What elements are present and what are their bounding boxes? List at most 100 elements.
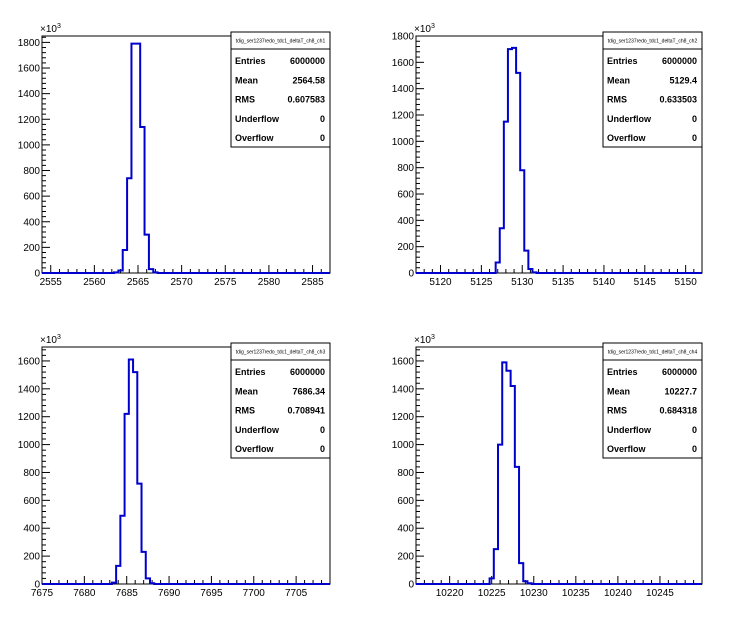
- stats-value: 7686.34: [292, 386, 325, 396]
- x-tick-label: 5130: [511, 277, 534, 288]
- y-tick-label: 1000: [392, 137, 415, 148]
- histogram-panel-3: 0 200 400 600 800 1000 1200 1400 1600 7675 7680 768…: [18, 334, 331, 599]
- stats-label: Mean: [607, 75, 630, 85]
- x-tick-label: 2560: [83, 277, 106, 288]
- histogram-bin: [504, 122, 508, 273]
- y-tick-label: 200: [397, 242, 414, 253]
- x-tick-label: 5150: [675, 277, 698, 288]
- histogram-bin: [490, 578, 494, 584]
- histogram-bin: [502, 362, 506, 584]
- stats-value: 0: [692, 444, 697, 454]
- y-tick-label: 1600: [18, 356, 41, 367]
- stats-label: Entries: [607, 367, 638, 377]
- stats-value: 0: [692, 114, 697, 124]
- stats-label: RMS: [607, 95, 627, 105]
- y-tick-label: 600: [397, 496, 414, 507]
- x-tick-label: 7700: [243, 588, 266, 599]
- y-tick-label: 1400: [18, 89, 41, 100]
- histogram-title: tdig_ser1237redo_tdc1_deltaT_ch8_ch1: [236, 39, 326, 45]
- y-tick-label: 1600: [392, 356, 415, 367]
- histogram-bin: [506, 371, 510, 584]
- y-tick-label: 800: [23, 166, 40, 177]
- histogram-bin: [123, 250, 127, 273]
- y-tick-label: 800: [23, 468, 40, 479]
- stats-box-frame: [230, 342, 331, 459]
- y-exponent-label: ×103: [40, 23, 61, 35]
- x-tick-label: 2580: [258, 277, 281, 288]
- stats-value: 10227.7: [664, 386, 697, 396]
- histogram-outline: [416, 361, 702, 585]
- stats-value: 0: [320, 444, 325, 454]
- histogram-bin: [125, 414, 129, 584]
- histogram-bin: [129, 360, 133, 584]
- y-exponent-label: ×103: [414, 334, 435, 346]
- histogram-bin: [153, 272, 157, 273]
- histogram-bin: [500, 228, 504, 273]
- stats-label: Entries: [235, 367, 266, 377]
- stats-label: Entries: [607, 56, 638, 66]
- x-tick-label: 10220: [436, 588, 464, 599]
- stats-label: Underflow: [607, 425, 652, 435]
- histogram-bin: [118, 270, 122, 273]
- histogram-bin: [149, 269, 153, 273]
- y-tick-label: 1200: [18, 115, 41, 126]
- histogram-bin: [150, 583, 154, 584]
- y-tick-label: 1600: [392, 58, 415, 69]
- y-tick-label: 400: [23, 217, 40, 228]
- x-tick-label: 7680: [73, 588, 96, 599]
- stats-box-frame: [602, 31, 703, 148]
- x-tick-label: 2555: [40, 277, 63, 288]
- stats-label: Entries: [235, 56, 266, 66]
- histogram-bin: [116, 566, 120, 584]
- y-tick-label: 800: [397, 163, 414, 174]
- stats-label: Overflow: [235, 133, 275, 143]
- stats-label: Mean: [607, 386, 630, 396]
- y-tick-label: 1800: [18, 38, 41, 49]
- histogram-bin: [145, 235, 149, 273]
- y-tick-label: 400: [397, 524, 414, 535]
- stats-label: RMS: [607, 406, 627, 416]
- stats-value: 0: [320, 114, 325, 124]
- histogram-bin: [140, 127, 144, 273]
- histogram-outline: [42, 358, 330, 585]
- histogram-bin: [120, 516, 124, 584]
- y-tick-label: 1200: [392, 412, 415, 423]
- y-tick-label: 1400: [392, 84, 415, 95]
- x-tick-label: 7675: [31, 588, 54, 599]
- histogram-bin: [137, 484, 141, 584]
- y-tick-label: 1200: [18, 412, 41, 423]
- stats-box: tdig_ser1237redo_tdc1_deltaT_ch8_ch3 Entr…: [230, 342, 331, 459]
- stats-label: Mean: [235, 386, 258, 396]
- y-tick-label: 600: [23, 192, 40, 203]
- stats-box-frame: [602, 342, 703, 459]
- y-tick-label: 600: [397, 190, 414, 201]
- x-tick-label: 5120: [429, 277, 452, 288]
- histogram-bin: [523, 581, 527, 584]
- x-tick-label: 7685: [116, 588, 139, 599]
- histogram-panel-2: 0 200 400 600 800 1000 1200 1400 1600 1800 5120 512…: [392, 23, 703, 288]
- x-tick-label: 10240: [604, 588, 632, 599]
- y-tick-label: 0: [34, 269, 40, 280]
- histogram-bin: [496, 262, 500, 273]
- stats-label: Overflow: [607, 133, 647, 143]
- y-tick-label: 0: [408, 269, 414, 280]
- histogram-bin: [511, 386, 515, 584]
- y-exponent-label: ×103: [414, 23, 435, 35]
- histogram-bin: [520, 170, 524, 273]
- stats-value: 0: [692, 133, 697, 143]
- x-tick-label: 5135: [552, 277, 575, 288]
- stats-value: 0.684318: [659, 406, 697, 416]
- y-tick-label: 200: [397, 552, 414, 563]
- x-tick-label: 7690: [158, 588, 181, 599]
- x-tick-label: 5145: [634, 277, 657, 288]
- x-tick-label: 2575: [214, 277, 237, 288]
- y-tick-label: 200: [23, 243, 40, 254]
- x-tick-label: 10235: [562, 588, 590, 599]
- y-tick-label: 0: [34, 580, 40, 591]
- histogram-bin: [524, 251, 528, 273]
- histogram-title: tdig_ser1237redo_tdc1_deltaT_ch8_ch4: [608, 350, 698, 356]
- stats-label: Underflow: [607, 114, 652, 124]
- stats-value: 0: [320, 133, 325, 143]
- histogram-bin: [131, 44, 135, 273]
- histogram-bin: [146, 578, 150, 584]
